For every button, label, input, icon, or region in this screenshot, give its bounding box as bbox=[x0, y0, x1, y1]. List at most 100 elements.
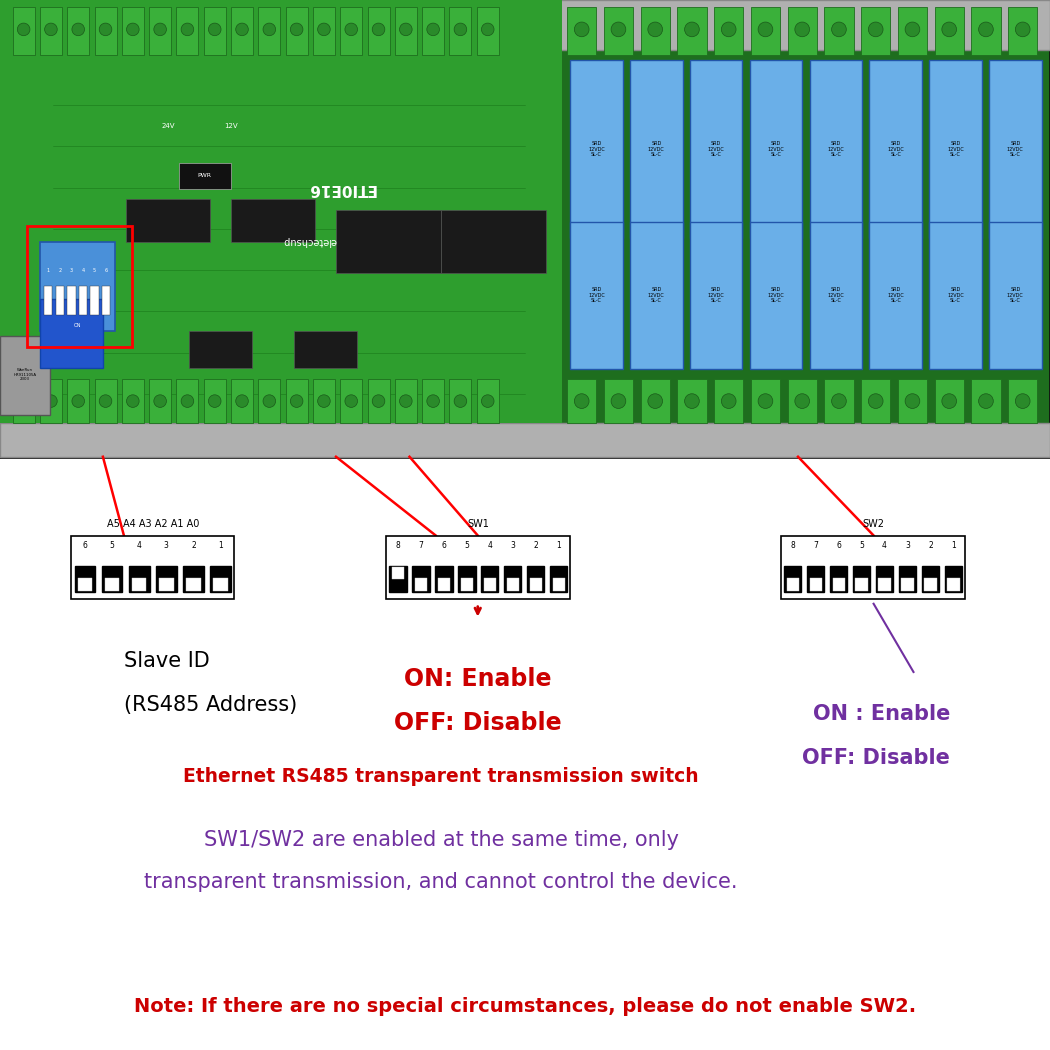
Text: SRD
12VDC
SL-C: SRD 12VDC SL-C bbox=[947, 141, 964, 158]
Bar bbox=[810, 579, 822, 591]
Circle shape bbox=[868, 22, 883, 37]
Bar bbox=[690, 60, 742, 238]
Bar bbox=[550, 566, 567, 592]
Bar bbox=[189, 331, 252, 368]
Circle shape bbox=[574, 22, 589, 37]
Bar bbox=[149, 7, 171, 55]
Circle shape bbox=[208, 23, 222, 36]
Text: SRD
12VDC
SL-C: SRD 12VDC SL-C bbox=[947, 287, 964, 303]
Bar bbox=[750, 222, 802, 369]
Bar bbox=[231, 379, 253, 423]
Bar bbox=[78, 579, 92, 591]
Bar bbox=[640, 7, 670, 55]
Text: eletechsup: eletechsup bbox=[282, 236, 337, 247]
Bar bbox=[386, 536, 570, 598]
Bar bbox=[833, 579, 845, 591]
Bar bbox=[677, 379, 707, 423]
Bar bbox=[56, 286, 64, 315]
Bar bbox=[340, 379, 362, 423]
Text: 4: 4 bbox=[136, 541, 142, 550]
Bar bbox=[395, 379, 417, 423]
Circle shape bbox=[235, 23, 249, 36]
Text: SRD
12VDC
SL-C: SRD 12VDC SL-C bbox=[827, 287, 844, 303]
Text: 6: 6 bbox=[441, 541, 446, 550]
Bar bbox=[786, 579, 799, 591]
Text: SRD
12VDC
SL-C: SRD 12VDC SL-C bbox=[588, 287, 605, 303]
Text: 5: 5 bbox=[859, 541, 864, 550]
Bar bbox=[90, 286, 99, 315]
Bar bbox=[898, 379, 927, 423]
Circle shape bbox=[45, 395, 57, 407]
Bar bbox=[945, 566, 962, 592]
Text: OFF: Disable: OFF: Disable bbox=[394, 711, 562, 735]
Text: ON: ON bbox=[74, 322, 82, 328]
Bar bbox=[67, 379, 89, 423]
Bar bbox=[129, 566, 149, 592]
Bar bbox=[368, 7, 390, 55]
Bar bbox=[570, 60, 623, 238]
Bar bbox=[810, 222, 862, 369]
Bar bbox=[412, 566, 429, 592]
Bar bbox=[784, 566, 801, 592]
Bar bbox=[788, 7, 817, 55]
Bar bbox=[149, 379, 171, 423]
Text: ON: ON bbox=[217, 584, 231, 593]
Bar bbox=[856, 579, 867, 591]
Bar bbox=[934, 7, 964, 55]
Bar bbox=[876, 566, 894, 592]
Bar bbox=[40, 299, 103, 368]
Circle shape bbox=[481, 23, 495, 36]
Bar bbox=[567, 7, 596, 55]
Text: SRD
12VDC
SL-C: SRD 12VDC SL-C bbox=[887, 141, 904, 158]
Bar bbox=[506, 579, 519, 591]
Bar bbox=[27, 226, 132, 346]
Circle shape bbox=[399, 395, 412, 407]
Text: OFF: Disable: OFF: Disable bbox=[802, 748, 950, 768]
Text: SRD
12VDC
SL-C: SRD 12VDC SL-C bbox=[887, 287, 904, 303]
Text: 4: 4 bbox=[82, 268, 84, 273]
Bar bbox=[368, 379, 390, 423]
Circle shape bbox=[832, 394, 846, 408]
Text: 1: 1 bbox=[556, 541, 561, 550]
Circle shape bbox=[262, 23, 275, 36]
Text: SRD
12VDC
SL-C: SRD 12VDC SL-C bbox=[648, 141, 665, 158]
Text: transparent transmission, and cannot control the device.: transparent transmission, and cannot con… bbox=[144, 872, 738, 891]
Bar bbox=[947, 579, 960, 591]
Circle shape bbox=[426, 395, 439, 407]
Bar bbox=[922, 566, 939, 592]
Bar bbox=[481, 566, 499, 592]
Text: 12V: 12V bbox=[225, 123, 237, 129]
Bar bbox=[869, 222, 922, 369]
Circle shape bbox=[262, 395, 275, 407]
Circle shape bbox=[99, 23, 111, 36]
Text: 1: 1 bbox=[951, 541, 956, 550]
Bar bbox=[390, 566, 406, 592]
Bar bbox=[477, 379, 499, 423]
Bar bbox=[0, 0, 1050, 457]
Bar bbox=[122, 7, 144, 55]
Bar bbox=[714, 7, 743, 55]
Text: (RS485 Address): (RS485 Address) bbox=[124, 695, 297, 715]
Circle shape bbox=[648, 394, 663, 408]
Circle shape bbox=[317, 395, 330, 407]
Bar bbox=[0, 423, 1050, 457]
Bar bbox=[552, 579, 565, 591]
Bar bbox=[529, 579, 542, 591]
Bar bbox=[853, 566, 870, 592]
Bar bbox=[989, 60, 1042, 238]
Bar bbox=[40, 7, 62, 55]
Bar bbox=[79, 286, 87, 315]
Bar bbox=[1008, 379, 1037, 423]
Bar bbox=[340, 7, 362, 55]
Circle shape bbox=[979, 394, 993, 408]
Circle shape bbox=[344, 23, 357, 36]
Circle shape bbox=[181, 23, 194, 36]
Circle shape bbox=[126, 395, 139, 407]
Text: 3: 3 bbox=[905, 541, 910, 550]
Text: 8: 8 bbox=[791, 541, 795, 550]
Bar bbox=[204, 7, 226, 55]
Bar bbox=[441, 210, 546, 273]
Bar bbox=[604, 7, 633, 55]
Bar bbox=[13, 7, 35, 55]
Bar bbox=[204, 379, 226, 423]
